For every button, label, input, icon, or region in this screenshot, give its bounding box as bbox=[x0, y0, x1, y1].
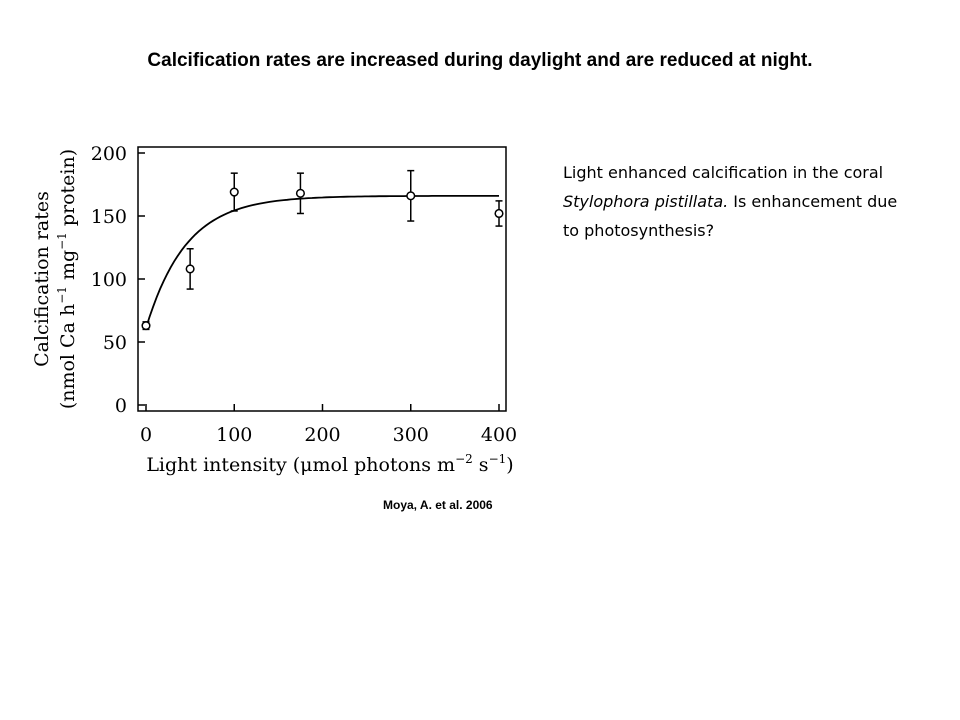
data-point bbox=[406, 169, 416, 222]
y-tick-label: 150 bbox=[91, 206, 127, 228]
point-marker bbox=[494, 208, 504, 219]
point-marker bbox=[229, 187, 239, 197]
point-marker bbox=[295, 188, 305, 198]
data-point bbox=[229, 172, 239, 212]
x-tick-label: 100 bbox=[216, 424, 252, 446]
data-point bbox=[295, 172, 305, 215]
point-marker bbox=[185, 264, 195, 274]
caption-part2: Is enhancement due to photosynthesis? bbox=[563, 192, 898, 240]
data-point bbox=[141, 321, 151, 331]
citation: Moya, A. et al. 2006 bbox=[383, 498, 493, 512]
slide-title: Calcification rates are increased during… bbox=[147, 50, 813, 71]
data-point bbox=[494, 200, 504, 227]
y-tick-label: 200 bbox=[91, 143, 127, 165]
x-tick-label: 400 bbox=[481, 424, 517, 446]
point-marker bbox=[141, 321, 151, 331]
data-points bbox=[141, 169, 504, 331]
x-tick-label: 200 bbox=[304, 424, 340, 446]
x-tick-label: 300 bbox=[393, 424, 429, 446]
x-tick-label: 0 bbox=[140, 424, 152, 446]
y-axis-label-line2: (nmol Ca h−1 mg−1 protein) bbox=[55, 149, 79, 409]
data-point bbox=[185, 248, 195, 290]
plot-frame bbox=[137, 146, 507, 412]
fit-curve-group bbox=[145, 195, 499, 329]
axis-ticks: 0 100 200 300 400 0 50 100 150 200 bbox=[91, 143, 517, 446]
y-tick-label: 100 bbox=[91, 269, 127, 291]
caption-part1: Light enhanced calcification in the cora… bbox=[563, 163, 884, 182]
point-marker bbox=[406, 191, 416, 201]
x-axis-label: Light intensity (μmol photons m−2 s−1) bbox=[146, 452, 513, 476]
y-tick-label: 0 bbox=[115, 395, 127, 417]
y-tick-label: 50 bbox=[103, 332, 127, 354]
fit-curve bbox=[145, 195, 499, 329]
caption-text: Light enhanced calcification in the cora… bbox=[563, 158, 908, 245]
caption-species: Stylophora pistillata. bbox=[563, 192, 729, 211]
y-axis-label-line1: Calcification rates bbox=[31, 191, 53, 367]
